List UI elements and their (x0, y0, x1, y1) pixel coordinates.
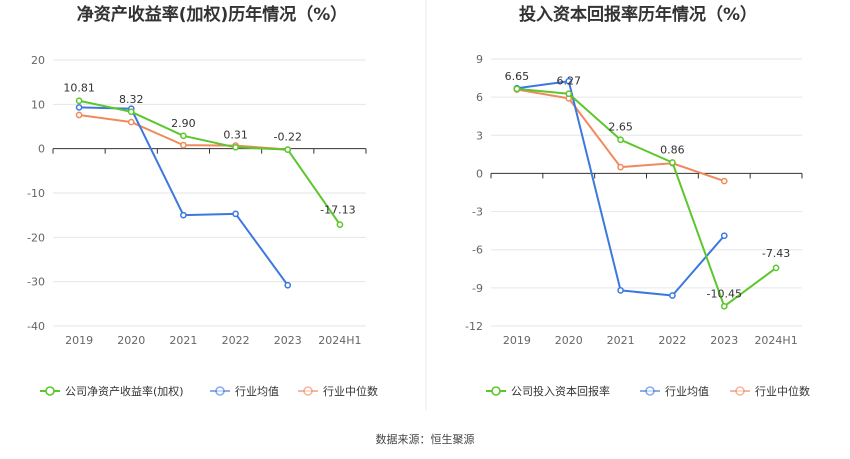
data-point (127, 118, 135, 126)
legend-marker (735, 386, 745, 396)
data-label: -17.13 (320, 204, 355, 217)
series-company (75, 97, 344, 228)
data-point (75, 104, 83, 111)
data-point (284, 281, 292, 289)
data-point (720, 232, 728, 240)
x-tick-label: 2020 (555, 334, 583, 347)
legend-label: 行业均值 (665, 385, 709, 398)
y-tick-label: 20 (31, 54, 45, 67)
data-point (720, 302, 728, 310)
legend-label: 公司投入资本回报率 (511, 384, 610, 398)
data-point (669, 292, 676, 299)
data-label: 6.65 (505, 70, 530, 83)
data-label: -7.43 (762, 247, 790, 260)
legend-label: 行业均值 (235, 385, 279, 398)
data-point (617, 136, 624, 144)
x-tick-label: 2023 (274, 334, 302, 347)
legend-marker (645, 386, 655, 396)
x-tick-label: 2024H1 (754, 334, 797, 347)
data-point (180, 211, 187, 219)
x-tick-label: 2021 (169, 334, 197, 347)
y-tick-label: -9 (472, 282, 483, 295)
data-label: 0.86 (660, 143, 685, 156)
data-label: 10.81 (63, 82, 95, 95)
y-tick-label: -20 (27, 231, 45, 244)
data-label: 2.90 (171, 117, 196, 130)
chart-title: 投入资本回报率历年情况（%） (519, 4, 757, 25)
legend-item: 行业均值 (640, 385, 709, 398)
chart-title: 净资产收益率(加权)历年情况（%） (77, 4, 348, 25)
data-point (513, 85, 521, 93)
x-tick-label: 2023 (710, 334, 738, 347)
data-label: 2.65 (608, 121, 633, 134)
series-line (78, 99, 341, 226)
data-point (180, 132, 187, 140)
y-tick-label: 0 (476, 167, 483, 180)
legend-item: 公司净资产收益率(加权) (40, 384, 184, 398)
y-tick-label: 3 (476, 129, 483, 142)
series-industry-avg (75, 104, 292, 289)
legend: 公司净资产收益率(加权) 行业均值 行业中位数 (40, 384, 378, 398)
data-label: 8.32 (119, 93, 144, 106)
legend-item: 公司投入资本回报率 (486, 384, 610, 398)
x-tick-label: 2022 (222, 334, 250, 347)
data-point (127, 108, 135, 116)
x-tick-label: 2022 (658, 334, 686, 347)
legend-marker (45, 386, 55, 396)
data-point (565, 77, 573, 85)
data-point (284, 146, 292, 153)
y-tick-label: -30 (27, 276, 45, 289)
data-point (565, 90, 573, 98)
legend-label: 行业中位数 (755, 384, 810, 398)
y-tick-label: 6 (476, 91, 483, 104)
legend-label: 公司净资产收益率(加权) (65, 384, 184, 398)
x-tick-label: 2019 (65, 334, 93, 347)
data-point (232, 210, 239, 218)
y-tick-label: -40 (27, 320, 45, 333)
legend: 公司投入资本回报率 行业均值 行业中位数 (486, 384, 810, 398)
legend-marker (491, 386, 501, 396)
data-point (180, 141, 187, 149)
x-tick-label: 2024H1 (318, 334, 361, 347)
data-label: -10.45 (707, 287, 742, 300)
series-line (516, 80, 726, 297)
data-point (336, 221, 344, 228)
series-company (513, 85, 780, 310)
legend-label: 行业中位数 (323, 384, 378, 398)
legend-item: 行业中位数 (298, 384, 378, 398)
y-tick-label: -12 (465, 320, 483, 333)
data-point (720, 177, 728, 185)
series-industry-avg (513, 77, 728, 299)
data-point (772, 264, 780, 272)
y-tick-label: -3 (472, 206, 483, 219)
data-point (669, 159, 676, 166)
data-point (617, 163, 624, 171)
chart-1: 净资产收益率(加权)历年情况（%） 20 10 0 -10 -20 -30 -40 2019 20… (27, 4, 378, 398)
legend-item: 行业中位数 (730, 384, 810, 398)
data-point (232, 143, 239, 151)
y-tick-label: 9 (476, 53, 483, 66)
legend-item: 行业均值 (210, 385, 279, 398)
series-line (516, 87, 777, 308)
data-label: 0.31 (223, 128, 248, 141)
y-tick-label: 0 (38, 143, 45, 156)
legend-marker (215, 386, 225, 396)
x-tick-label: 2021 (607, 334, 635, 347)
data-label: 6.27 (557, 75, 582, 88)
x-tick-label: 2019 (503, 334, 531, 347)
y-tick-label: -6 (472, 244, 483, 257)
legend-marker (303, 386, 313, 396)
data-point (75, 111, 83, 119)
data-point (617, 287, 624, 294)
y-tick-label: -10 (27, 187, 45, 200)
y-tick-label: 10 (31, 98, 45, 111)
data-point (75, 97, 83, 105)
chart-2: 投入资本回报率历年情况（%） 9 6 3 0 -3 -6 -9 -12 2019 2020 2021 2… (465, 4, 810, 398)
x-tick-label: 2020 (117, 334, 145, 347)
data-label: -0.22 (274, 131, 302, 144)
